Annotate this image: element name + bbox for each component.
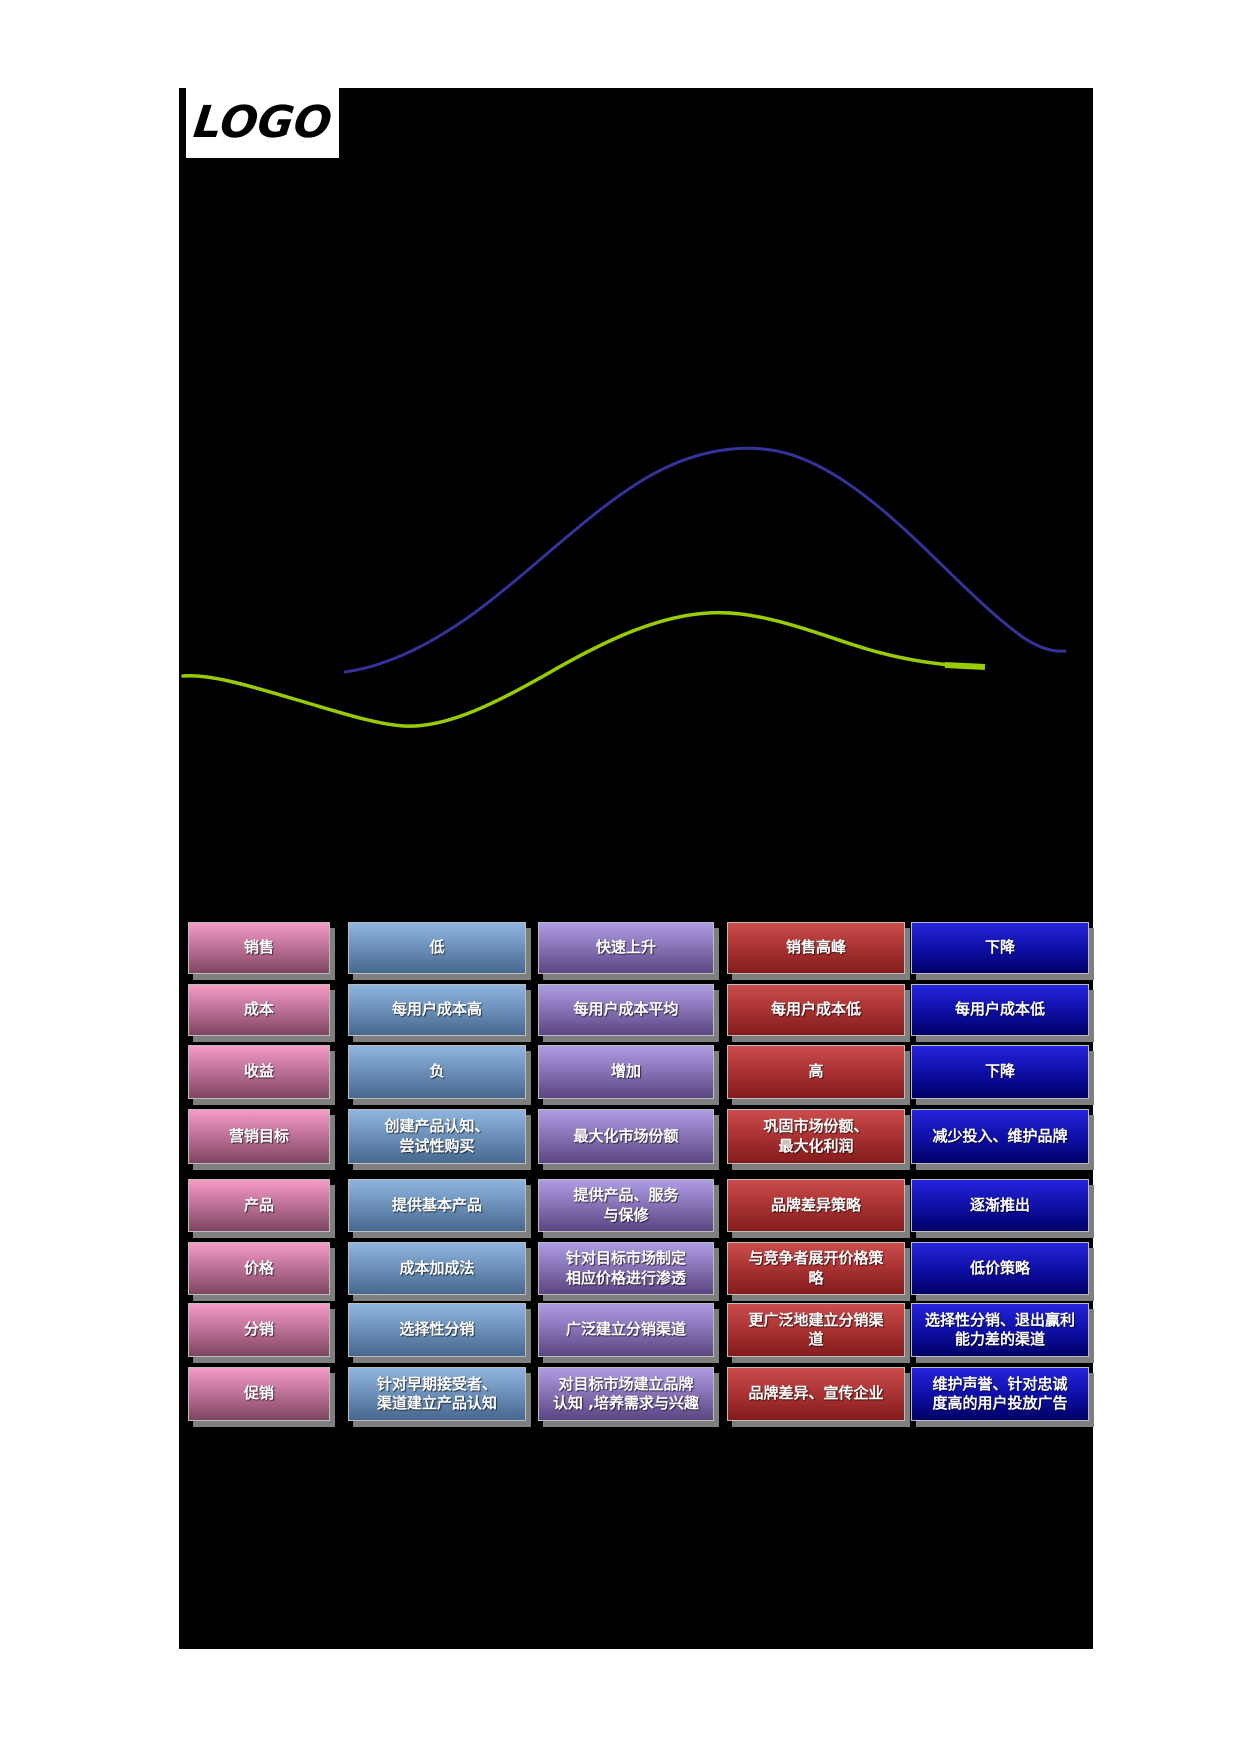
row-label: 营销目标 bbox=[188, 1109, 330, 1164]
table-cell: 快速上升 bbox=[538, 922, 714, 974]
table-cell: 与竞争者展开价格策 略 bbox=[727, 1242, 905, 1295]
slide-canvas: LOGO 销售 低 快速上升 销售高峰 下降 成本 每用户成本高 每用户成本平均… bbox=[179, 88, 1093, 1649]
table-cell: 选择性分销 bbox=[348, 1303, 526, 1357]
table-cell: 广泛建立分销渠道 bbox=[538, 1303, 714, 1357]
table-cell: 最大化市场份额 bbox=[538, 1109, 714, 1164]
table-row: 促销 针对早期接受者、 渠道建立产品认知 对目标市场建立品牌 认知 ,培养需求与… bbox=[188, 1367, 1089, 1421]
table-cell: 对目标市场建立品牌 认知 ,培养需求与兴趣 bbox=[538, 1367, 714, 1421]
row-label: 收益 bbox=[188, 1045, 330, 1099]
table-row: 营销目标 创建产品认知、 尝试性购买 最大化市场份额 巩固市场份额、 最大化利润… bbox=[188, 1109, 1089, 1164]
green-curve-end-cap bbox=[944, 662, 986, 670]
table-cell: 高 bbox=[727, 1045, 905, 1099]
table-cell: 维护声誉、针对忠诚 度高的用户投放广告 bbox=[911, 1367, 1089, 1421]
table-row: 成本 每用户成本高 每用户成本平均 每用户成本低 每用户成本低 bbox=[188, 984, 1089, 1036]
row-label: 分销 bbox=[188, 1303, 330, 1357]
row-label: 促销 bbox=[188, 1367, 330, 1421]
row-label: 销售 bbox=[188, 922, 330, 974]
table-cell: 增加 bbox=[538, 1045, 714, 1099]
table-cell: 每用户成本平均 bbox=[538, 984, 714, 1036]
table-cell: 低价策略 bbox=[911, 1242, 1089, 1295]
table-cell: 提供产品、服务 与保修 bbox=[538, 1179, 714, 1232]
table-cell: 每用户成本低 bbox=[727, 984, 905, 1036]
table-cell: 创建产品认知、 尝试性购买 bbox=[348, 1109, 526, 1164]
table-cell: 减少投入、维护品牌 bbox=[911, 1109, 1089, 1164]
table-cell: 成本加成法 bbox=[348, 1242, 526, 1295]
row-label: 成本 bbox=[188, 984, 330, 1036]
table-cell: 针对目标市场制定 相应价格进行渗透 bbox=[538, 1242, 714, 1295]
table-row: 产品 提供基本产品 提供产品、服务 与保修 品牌差异策略 逐渐推出 bbox=[188, 1179, 1089, 1232]
table-cell: 低 bbox=[348, 922, 526, 974]
table-cell: 下降 bbox=[911, 1045, 1089, 1099]
table-cell: 针对早期接受者、 渠道建立产品认知 bbox=[348, 1367, 526, 1421]
blue-lifecycle-curve bbox=[343, 446, 1067, 674]
table-cell: 品牌差异策略 bbox=[727, 1179, 905, 1232]
table-row: 分销 选择性分销 广泛建立分销渠道 更广泛地建立分销渠 道 选择性分销、退出赢利… bbox=[188, 1303, 1089, 1357]
table-row: 销售 低 快速上升 销售高峰 下降 bbox=[188, 922, 1089, 974]
row-label: 产品 bbox=[188, 1179, 330, 1232]
table-cell: 负 bbox=[348, 1045, 526, 1099]
row-label: 价格 bbox=[188, 1242, 330, 1295]
table-cell: 下降 bbox=[911, 922, 1089, 974]
table-cell: 每用户成本高 bbox=[348, 984, 526, 1036]
table-cell: 逐渐推出 bbox=[911, 1179, 1089, 1232]
logo-box: LOGO bbox=[186, 88, 339, 158]
lifecycle-curves-chart bbox=[181, 446, 1067, 728]
table-row: 价格 成本加成法 针对目标市场制定 相应价格进行渗透 与竞争者展开价格策 略 低… bbox=[188, 1242, 1089, 1295]
green-lifecycle-curve bbox=[181, 610, 985, 728]
table-cell: 每用户成本低 bbox=[911, 984, 1089, 1036]
table-cell: 选择性分销、退出赢利 能力差的渠道 bbox=[911, 1303, 1089, 1357]
table-cell: 销售高峰 bbox=[727, 922, 905, 974]
table-cell: 巩固市场份额、 最大化利润 bbox=[727, 1109, 905, 1164]
table-cell: 品牌差异、宣传企业 bbox=[727, 1367, 905, 1421]
table-row: 收益 负 增加 高 下降 bbox=[188, 1045, 1089, 1099]
table-cell: 提供基本产品 bbox=[348, 1179, 526, 1232]
table-cell: 更广泛地建立分销渠 道 bbox=[727, 1303, 905, 1357]
